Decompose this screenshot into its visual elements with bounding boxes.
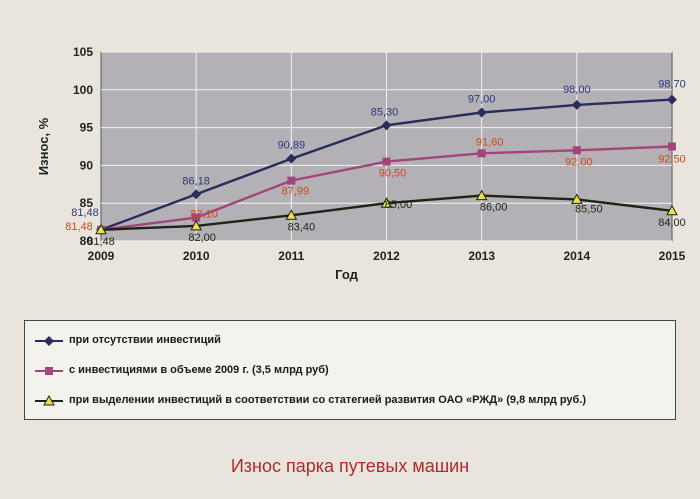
data-point-square [192,213,201,222]
gridlines [101,51,672,242]
legend-item-no-investment: при отсутствии инвестиций [25,331,675,353]
data-point-diamond [571,99,582,110]
data-label: 81,48 [71,207,99,219]
data-label: 81,48 [87,236,115,248]
data-label: 83,10 [190,209,218,221]
data-label: 84,00 [658,217,686,229]
data-label: 92,50 [658,154,686,166]
x-tick-label: 2009 [88,249,115,263]
data-point-triangle [190,219,203,231]
data-point-diamond [381,120,392,131]
legend-marker-square [35,367,63,375]
data-point-square [287,176,296,185]
x-tick-label: 2013 [468,249,495,263]
data-point-diamond [667,94,677,105]
y-tick-label: 105 [73,45,93,59]
x-axis-ticks: 2009 2010 2011 2012 2013 2014 2015 [88,249,686,263]
data-point-triangle [380,197,393,208]
data-label: 85,30 [371,106,399,118]
legend-item-investment-2009: с инвестициями в объеме 2009 г. (3,5 млр… [25,361,675,383]
data-point-triangle [285,209,298,220]
data-label: 86,18 [182,175,210,187]
y-tick-label: 100 [73,83,93,97]
legend-marker-diamond [35,336,63,346]
data-label: 98,00 [563,84,591,96]
data-label: 81,48 [65,221,93,233]
data-point-triangle [570,193,583,204]
y-tick-label: 80 [80,234,94,248]
data-labels: 81,48 86,18 90,89 85,30 97,00 98,00 98,70 81,48… [65,79,686,248]
y-tick-label: 90 [80,158,94,172]
data-label: 97,00 [468,93,496,105]
chart-title: Износ парка путевых машин [230,456,470,476]
x-axis-title: Год [335,267,358,282]
data-label: 91,60 [476,136,504,148]
data-label: 90,89 [278,140,306,152]
data-label: 85,50 [575,203,603,215]
data-point-square [477,149,486,158]
data-point-square [572,146,581,155]
x-tick-label: 2014 [563,249,590,263]
data-label: 86,00 [480,202,508,214]
data-label: 83,40 [288,221,316,233]
data-point-square [382,157,391,166]
data-label: 92,00 [565,156,593,168]
data-point-triangle [666,204,678,216]
data-label: 87,99 [282,186,310,198]
legend-label-investment-2009: с инвестициями в объеме 2009 г. (3,5 млр… [69,364,329,376]
x-tick-label: 2010 [183,249,210,263]
legend-item-strategy: при выделении инвестиций в соответствии … [25,391,675,413]
data-point-diamond [476,107,487,118]
x-tick-label: 2011 [278,249,304,263]
legend: при отсутствии инвестиций с инвестициями… [24,320,676,420]
data-label: 98,70 [658,79,686,91]
y-tick-label: 85 [80,196,94,210]
legend-label-strategy: при выделении инвестиций в соответствии … [69,394,587,406]
data-label: 82,00 [188,232,216,244]
y-axis-ticks: 80 85 90 95 100 105 [73,45,93,248]
x-tick-label: 2015 [659,249,686,263]
series-lines [95,94,678,235]
y-axis-title: Износ, % [36,117,51,175]
x-tick-label: 2012 [373,249,400,263]
legend-label-no-investment: при отсутствии инвестиций [69,334,221,346]
data-label: 85,00 [385,199,413,211]
legend-marker-triangle [35,394,63,406]
data-point-diamond [191,189,202,200]
data-point-square [668,142,676,151]
data-point-triangle [95,223,107,235]
data-point-diamond [286,153,297,164]
y-tick-label: 95 [80,121,94,135]
data-point-triangle [475,189,488,201]
data-label: 90,50 [379,168,407,180]
